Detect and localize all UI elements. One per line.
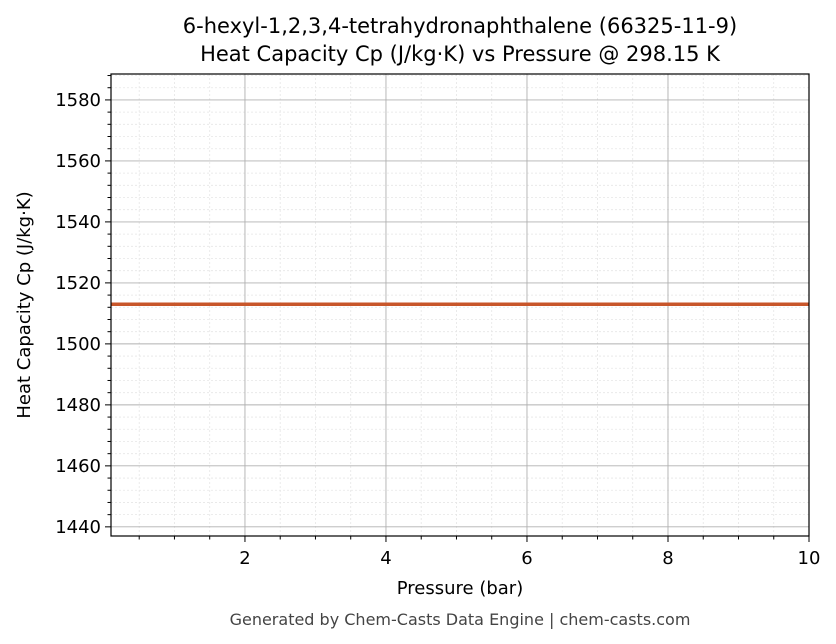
plot-frame [110, 73, 810, 537]
y-tick-label: 1540 [55, 212, 101, 233]
footer: Generated by Chem-Casts Data Engine | ch… [230, 610, 691, 629]
y-tick-label: 1500 [55, 334, 101, 355]
y-tick-label: 1520 [55, 273, 101, 294]
x-axis-label: Pressure (bar) [397, 578, 523, 599]
y-tick-label: 1480 [55, 395, 101, 416]
x-tick-label: 10 [798, 548, 821, 569]
chart-title: 6-hexyl-1,2,3,4-tetrahydronaphthalene (6… [183, 14, 737, 38]
y-tick-label: 1580 [55, 90, 101, 111]
y-tick-label: 1440 [55, 517, 101, 538]
x-tick-label: 4 [380, 548, 391, 569]
x-tick-label: 8 [662, 548, 673, 569]
y-tick-label: 1560 [55, 151, 101, 172]
chart-subtitle: Heat Capacity Cp (J/kg·K) vs Pressure @ … [200, 42, 721, 66]
x-tick-label: 2 [239, 548, 250, 569]
y-tick-label: 1460 [55, 456, 101, 477]
x-tick-label: 6 [521, 548, 532, 569]
y-axis-label: Heat Capacity Cp (J/kg·K) [14, 191, 35, 418]
